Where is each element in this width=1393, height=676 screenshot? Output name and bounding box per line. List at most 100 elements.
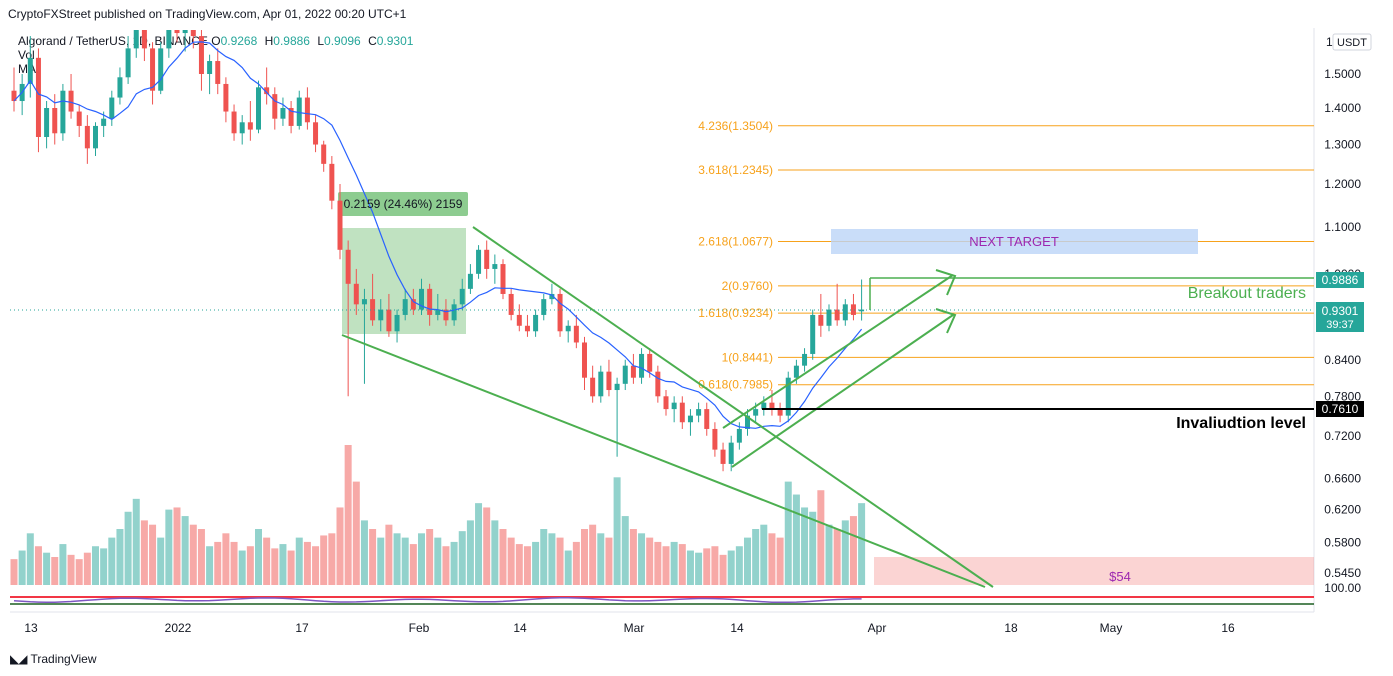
candle-body	[68, 90, 74, 112]
candle-body	[394, 314, 400, 332]
candle-body	[793, 365, 799, 378]
price-tick: 1.1000	[1324, 220, 1361, 234]
volume-bar	[10, 559, 18, 585]
volume-bar	[287, 550, 295, 585]
candle-body	[141, 30, 147, 49]
volume-bar	[165, 509, 173, 585]
next-target-label: NEXT TARGET	[969, 234, 1059, 249]
volume-bar	[100, 548, 108, 585]
time-tick: Mar	[624, 621, 645, 635]
volume-bar	[181, 516, 189, 585]
volume-bar	[507, 537, 515, 585]
volume-bar	[157, 537, 165, 585]
candle-body	[704, 409, 710, 429]
candle-body	[337, 200, 343, 250]
candle-body	[133, 30, 139, 49]
candle-body	[239, 122, 245, 134]
volume-bar	[312, 546, 320, 585]
candle-body	[215, 61, 221, 84]
fib-extension-levels: 4.236(1.3504) 3.618(1.2345) 2.618(1.0677) 2…	[698, 119, 1314, 392]
legend-high-label: H	[264, 34, 274, 48]
candle-body	[329, 163, 335, 201]
price-tick: 0.6600	[1324, 472, 1361, 486]
price-axis[interactable]: 1USDT1.50001.40001.30001.20001.10001.000…	[1316, 33, 1372, 595]
fib-level-label: 1(0.8441)	[722, 350, 773, 364]
candle-body	[174, 30, 180, 34]
time-axis[interactable]: 13 2022 17 Feb 14 Mar 14 Apr 18 May 16	[24, 621, 1235, 635]
candle-body	[810, 314, 816, 354]
candle-body	[802, 353, 808, 366]
candle-body	[842, 304, 848, 321]
candle-body	[158, 48, 164, 91]
candle-body	[467, 273, 473, 289]
volume-bar	[230, 541, 238, 585]
candle-body	[785, 377, 791, 416]
fib-level-label: 4.236(1.3504)	[698, 119, 773, 133]
volume-bar	[132, 498, 140, 585]
candle-body	[345, 249, 351, 284]
candle-body	[850, 304, 856, 315]
volume-bar	[59, 544, 67, 585]
volume-bar	[173, 507, 181, 585]
candle-body	[647, 353, 653, 372]
volume-bar	[393, 533, 401, 585]
volume-bar	[83, 552, 91, 585]
candle-body	[443, 309, 449, 321]
volume-bar	[662, 546, 670, 585]
legend-low-label: L	[317, 34, 325, 48]
legend-close-label: C	[368, 34, 377, 48]
volume-bar	[515, 544, 523, 585]
price-tick: 0.5800	[1324, 535, 1361, 549]
volume-bar	[735, 546, 743, 585]
candle-body	[696, 409, 702, 416]
volume-bar	[825, 524, 833, 585]
volume-bars	[10, 445, 866, 585]
volume-bar	[760, 524, 768, 585]
invalidation-badge: 0.7610	[1322, 402, 1359, 416]
volume-bar	[597, 533, 605, 585]
volume-bar	[532, 541, 540, 585]
volume-bar	[295, 537, 303, 585]
candle-body	[582, 342, 587, 378]
candle-body	[370, 299, 376, 321]
candle-body	[639, 353, 645, 378]
oscillator-line	[13, 597, 862, 604]
candle-body	[419, 288, 424, 310]
tradingview-logo-icon: ◣◢	[10, 652, 27, 666]
price-tick: 1.3000	[1324, 138, 1361, 152]
legend-open-label: O	[211, 34, 221, 48]
volume-bar	[263, 537, 271, 585]
candle-body	[11, 90, 17, 102]
channel-upper-line	[722, 274, 954, 429]
volume-bar	[589, 524, 597, 585]
candle-body	[304, 97, 310, 123]
measure-label: 0.2159 (24.46%) 2159	[344, 197, 463, 211]
ma-line	[13, 41, 863, 429]
volume-bar	[401, 537, 409, 585]
candle-body	[655, 371, 661, 397]
legend-close-value: 0.9301	[376, 34, 414, 48]
candle-body	[524, 325, 530, 332]
time-tick: 18	[1004, 621, 1018, 635]
fib-level-label: 3.618(1.2345)	[698, 163, 773, 177]
volume-bar	[670, 541, 678, 585]
price-tick: 0.7800	[1324, 389, 1361, 403]
volume-bar	[320, 535, 328, 585]
volume-bar	[638, 533, 646, 585]
candle-body	[508, 293, 514, 315]
volume-bar	[686, 550, 694, 585]
currency-badge: USDT	[1337, 37, 1367, 49]
volume-bar	[809, 511, 817, 585]
candle-body	[182, 30, 188, 34]
candle-body	[272, 94, 278, 119]
candle-body	[541, 299, 547, 315]
time-tick: 16	[1221, 621, 1235, 635]
volume-bar	[523, 546, 531, 585]
candle-body	[720, 449, 726, 464]
candle-body	[557, 293, 563, 332]
volume-bar	[483, 507, 491, 585]
volume-marker-label: $54	[1109, 569, 1131, 584]
price-tick: 0.8400	[1324, 353, 1361, 367]
candle-body	[663, 396, 669, 410]
